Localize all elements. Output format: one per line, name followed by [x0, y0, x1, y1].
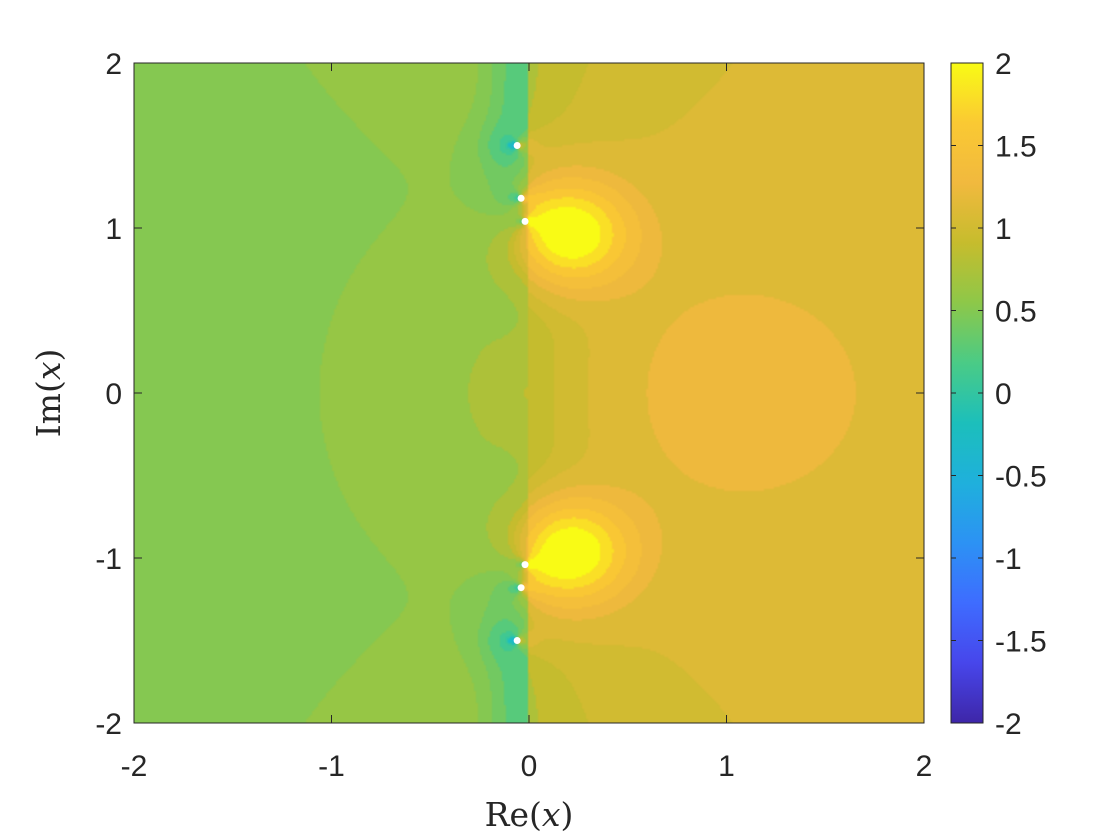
x-tick-label: 2 [916, 750, 933, 783]
colorbar-tick-label: 0 [995, 378, 1012, 411]
y-axis-label: Im(x) [29, 349, 68, 438]
pole-marker-0 [513, 142, 521, 149]
pole-marker-5 [513, 637, 521, 644]
pole-marker-1 [517, 194, 525, 202]
y-ticks: -2 -1 0 1 2 [95, 48, 924, 741]
pole-marker-3 [521, 561, 529, 569]
x-ticks: -2 -1 0 1 2 [121, 63, 933, 783]
colorbar-tick-label: 1.5 [995, 131, 1037, 164]
colorbar-gradient [950, 62, 984, 724]
x-tick-label: -2 [121, 750, 148, 783]
x-tick-label: 0 [521, 750, 538, 783]
y-tick-label: -2 [95, 708, 122, 741]
plot-area: -2 -1 0 1 2 -2 -1 0 1 2 [95, 48, 932, 783]
x-tick-label: 1 [718, 750, 735, 783]
colorbar-tick-label: -2 [995, 708, 1022, 741]
y-tick-label: 2 [105, 48, 122, 81]
y-tick-label: 0 [105, 378, 122, 411]
y-tick-label: 1 [105, 213, 122, 246]
x-tick-label: -1 [318, 750, 345, 783]
x-axis-label: Re(x) [485, 795, 574, 834]
colorbar: -2 -1.5 -1 -0.5 0 0.5 1 1.5 2 [950, 48, 1047, 741]
colorbar-tick-label: -1.5 [995, 626, 1047, 659]
colorbar-tick-label: 2 [995, 48, 1012, 81]
contour-field [134, 63, 924, 723]
pole-marker-4 [517, 584, 525, 592]
colorbar-tick-label: -0.5 [995, 461, 1047, 494]
y-tick-label: -1 [95, 543, 122, 576]
pole-markers [513, 142, 529, 644]
colorbar-tick-label: 0.5 [995, 296, 1037, 329]
pole-marker-2 [521, 217, 529, 225]
colorbar-tick-label: -1 [995, 543, 1022, 576]
colorbar-ticks: -2 -1.5 -1 -0.5 0 0.5 1 1.5 2 [951, 48, 1047, 741]
colorbar-tick-label: 1 [995, 213, 1012, 246]
